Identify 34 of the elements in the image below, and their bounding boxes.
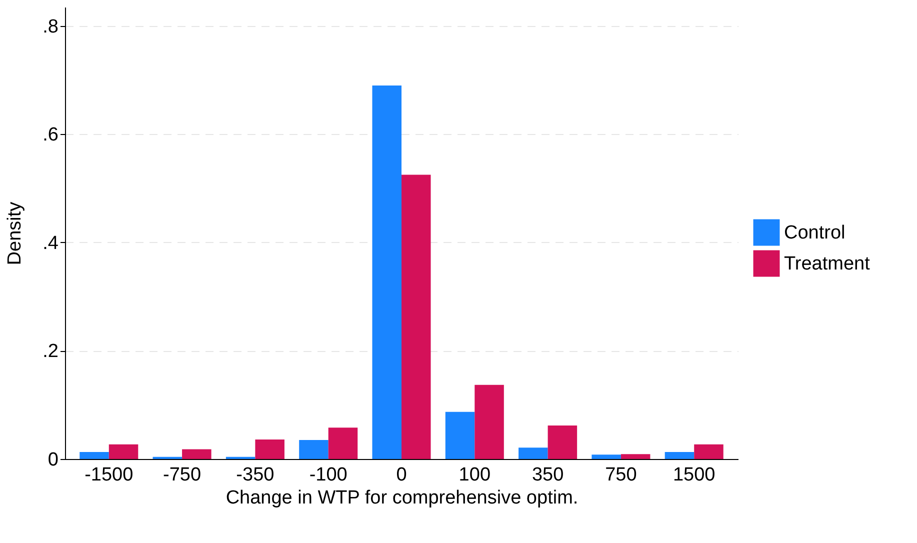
x-tick-label: -100: [309, 464, 348, 486]
x-tick-label: -350: [236, 464, 274, 486]
bar: [182, 449, 212, 459]
bar: [255, 440, 284, 459]
y-tick-label: 0: [48, 450, 58, 470]
y-tick-label: .4: [42, 232, 59, 254]
bar: [664, 452, 694, 459]
bar: [299, 440, 328, 459]
x-axis-title: Change in WTP for comprehensive optim.: [226, 488, 578, 508]
bar: [402, 174, 431, 459]
y-tick-label: .2: [42, 341, 58, 362]
bar: [620, 454, 650, 459]
x-tick-label: 750: [605, 464, 637, 486]
bar: [548, 425, 578, 459]
bar: [328, 428, 358, 459]
bar: [592, 454, 621, 459]
legend-label: Treatment: [784, 254, 871, 274]
bar: [372, 85, 402, 459]
bar: [80, 452, 109, 459]
bar: [474, 384, 504, 459]
x-tick-label: 100: [458, 464, 491, 486]
x-tick-label: -750: [163, 464, 202, 486]
x-tick-label: 350: [532, 464, 564, 486]
bar: [108, 444, 138, 459]
x-tick-label: -1500: [84, 464, 134, 486]
y-tick-label: .6: [42, 124, 58, 146]
x-tick-label: 1500: [672, 464, 716, 486]
bar: [445, 412, 475, 459]
y-tick-label: .8: [42, 16, 58, 38]
y-axis-title: Density: [4, 201, 26, 266]
x-tick-label: 0: [396, 464, 407, 486]
bar: [694, 444, 724, 459]
legend-label: Control: [784, 222, 846, 244]
bar: [518, 448, 548, 459]
